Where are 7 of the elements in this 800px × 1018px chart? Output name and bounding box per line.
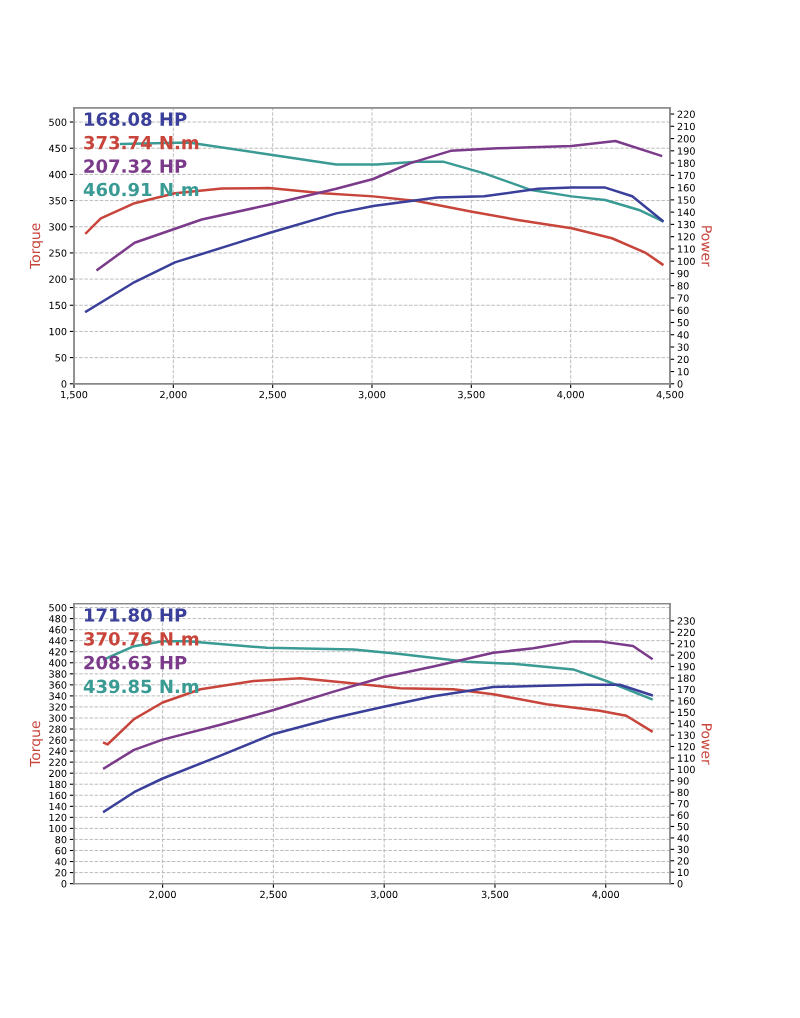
line-series (84, 186, 664, 313)
annotation: 208.63 HP (84, 655, 187, 670)
line-series (84, 186, 664, 266)
annotation: 439.85 N.m (83, 679, 199, 694)
annotation: 207.32 HP (84, 159, 187, 173)
annotation: 171.80 HP (84, 608, 187, 622)
annotation: 168.08 HP (84, 112, 187, 127)
